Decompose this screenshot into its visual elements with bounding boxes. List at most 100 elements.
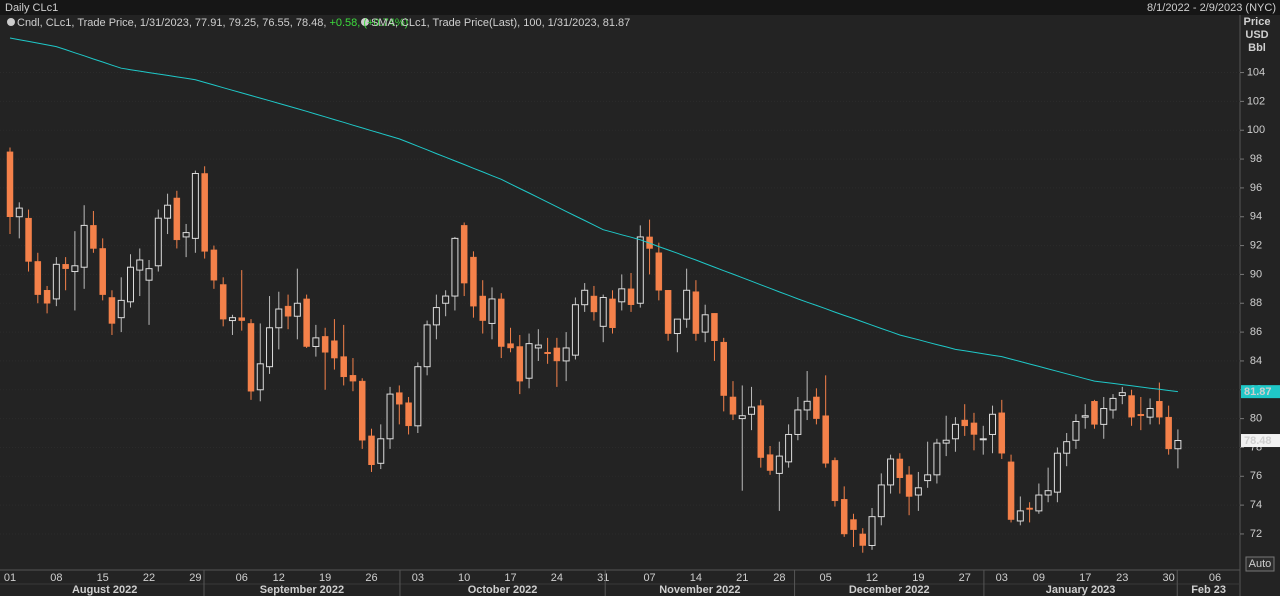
y-tick-label: 100 — [1247, 124, 1265, 136]
candle-body — [34, 261, 42, 295]
candle-body — [126, 266, 134, 303]
y-tick-label: 90 — [1250, 268, 1262, 280]
candle-body — [1146, 408, 1154, 418]
y-tick-label: 96 — [1250, 182, 1262, 194]
x-tick-label: 27 — [959, 572, 971, 584]
candle-body — [451, 237, 459, 297]
candle-body — [1063, 441, 1071, 454]
candle-body — [673, 318, 681, 335]
y-tick-label: 88 — [1250, 297, 1262, 309]
y-axis-label: USD — [1245, 29, 1268, 41]
candle-body — [479, 295, 486, 321]
candle-body — [71, 265, 79, 273]
candle-body — [729, 396, 737, 415]
candle-body — [534, 344, 542, 349]
candle-body — [859, 533, 867, 546]
candle-body — [349, 375, 357, 382]
candle-body — [405, 402, 412, 427]
legend-entry: Cndl, CLc1, Trade Price, 1/31/2023, 77.9… — [17, 17, 408, 29]
candle-body — [933, 442, 941, 476]
candle-body — [321, 336, 329, 353]
sma-line — [9, 37, 1178, 393]
month-label: October 2022 — [468, 584, 538, 596]
candle-body — [701, 314, 709, 333]
x-tick-label: 19 — [912, 572, 924, 584]
candle-body — [627, 288, 635, 305]
y-tick-label: 98 — [1250, 153, 1262, 165]
candle-body — [516, 346, 524, 382]
x-tick-label: 08 — [50, 572, 62, 584]
y-tick-label: 80 — [1250, 413, 1262, 425]
candle-body — [1072, 420, 1080, 441]
candle-body — [914, 487, 922, 496]
auto-button[interactable] — [1245, 556, 1275, 572]
legend-change: +0.58, (+0.74%) — [329, 17, 408, 29]
candle-body — [970, 422, 978, 435]
candle-body — [775, 455, 783, 474]
candle-body — [507, 343, 514, 349]
candle-body — [1109, 397, 1117, 411]
candle-body — [905, 474, 913, 497]
candle-body — [581, 289, 589, 306]
x-tick-label: 10 — [458, 572, 470, 584]
candle-body — [868, 516, 876, 546]
candle-body — [683, 289, 691, 320]
candle-body — [154, 217, 162, 267]
x-tick-label: 31 — [597, 572, 609, 584]
candle-body — [831, 460, 839, 502]
x-tick-label: 15 — [97, 572, 109, 584]
x-tick-label: 26 — [365, 572, 377, 584]
candle-body — [358, 380, 366, 441]
candle-body — [525, 343, 533, 379]
candle-body — [191, 172, 199, 239]
y-tick-label: 94 — [1250, 211, 1262, 223]
candle-body — [1026, 507, 1033, 510]
candle-body — [1156, 401, 1163, 418]
candle-body — [553, 347, 561, 362]
date-range: 8/1/2022 - 2/9/2023 (NYC) — [1147, 2, 1276, 14]
candle-body — [961, 419, 968, 427]
candle-body — [1137, 414, 1145, 416]
candle-body — [293, 302, 301, 317]
legend-icon[interactable] — [361, 18, 369, 26]
y-tick-label: 84 — [1250, 355, 1262, 367]
header-bar — [0, 0, 1280, 15]
candle-body — [442, 295, 450, 304]
candle-body — [377, 438, 385, 464]
last-value-box — [1241, 434, 1280, 448]
candle-body — [840, 499, 848, 535]
candle-body — [571, 304, 579, 356]
y-tick-label: 102 — [1247, 95, 1265, 107]
candle-body — [1174, 440, 1182, 450]
legend-entry: SMA, CLc1, Trade Price(Last), 100, 1/31/… — [371, 17, 630, 29]
last-value-label: 81.87 — [1244, 386, 1272, 398]
month-label: December 2022 — [849, 584, 930, 596]
candle-body — [544, 352, 551, 354]
candle-body — [1128, 395, 1135, 418]
auto-button-label[interactable]: Auto — [1249, 558, 1272, 570]
candle-body — [25, 217, 32, 262]
candle-body — [90, 225, 97, 249]
candle-body — [757, 405, 765, 458]
candle-body — [432, 307, 440, 326]
candle-body — [136, 259, 144, 271]
candle-body — [692, 291, 700, 334]
x-tick-label: 09 — [1033, 572, 1045, 584]
candle-body — [312, 337, 320, 348]
x-tick-label: 14 — [690, 572, 702, 584]
candle-body — [488, 298, 496, 324]
candle-body — [256, 363, 264, 391]
candle-body — [822, 415, 829, 464]
candle-body — [738, 415, 746, 420]
x-tick-label: 06 — [1209, 572, 1221, 584]
x-tick-label: 06 — [236, 572, 248, 584]
chart-title: Daily CLc1 — [5, 2, 58, 14]
candle-body — [1035, 494, 1043, 512]
legend-icon[interactable] — [7, 18, 15, 26]
y-tick-label: 92 — [1250, 239, 1262, 251]
candle-body — [15, 207, 23, 218]
candle-body — [117, 299, 125, 319]
candle-body — [590, 295, 598, 313]
last-value-box — [1241, 385, 1280, 399]
